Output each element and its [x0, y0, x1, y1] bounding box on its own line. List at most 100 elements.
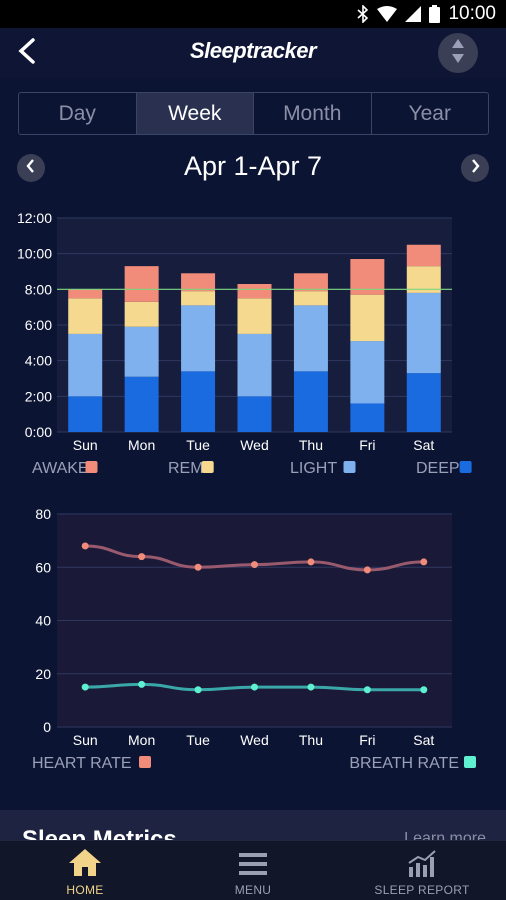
sleep-report-icon [407, 841, 437, 877]
bar-segment-awake [293, 273, 328, 292]
legend-label: HEART RATE [32, 755, 132, 772]
bar-segment-deep [237, 396, 272, 432]
back-button[interactable] [10, 36, 44, 70]
sort-button[interactable] [438, 33, 478, 73]
y-tick-label: 6:00 [25, 317, 52, 333]
x-tick-label: Wed [240, 437, 269, 453]
status-bar: 10:00 [0, 0, 506, 28]
legend-swatch [343, 461, 356, 473]
legend-label: BREATH RATE [349, 755, 459, 772]
heart-rate-point [420, 558, 428, 566]
bar-segment-light [68, 333, 103, 397]
app-bar: Sleeptracker [0, 28, 506, 78]
x-tick-label: Sat [413, 437, 434, 453]
heart-rate-point [81, 542, 89, 550]
bar-segment-awake [68, 289, 103, 299]
heart-rate-point [363, 566, 371, 574]
y-tick-label: 0:00 [25, 424, 52, 440]
bar-segment-light [293, 305, 328, 372]
x-tick-label: Tue [186, 732, 210, 748]
nav-menu[interactable]: MENU [218, 841, 288, 900]
app-title: Sleeptracker [189, 38, 317, 63]
nav-menu-label: MENU [234, 883, 272, 897]
legend-swatch [201, 461, 214, 473]
bar-segment-light [181, 305, 216, 372]
x-tick-label: Sat [413, 732, 434, 748]
bar-segment-light [350, 341, 385, 404]
breath-rate-point [81, 683, 89, 691]
bar-segment-deep [406, 373, 441, 432]
chevron-left-icon [25, 158, 37, 178]
legend-swatch [464, 756, 476, 768]
bar-segment-awake [237, 283, 272, 299]
legend-label: AWAKE [32, 460, 89, 477]
heart-rate-point [194, 563, 202, 571]
y-tick-label: 4:00 [25, 353, 52, 369]
tab-day[interactable]: Day [19, 93, 137, 134]
tab-month[interactable]: Month [254, 93, 372, 134]
bar-segment-rem [406, 266, 441, 293]
nav-sleep-report[interactable]: SLEEP REPORT [362, 841, 482, 900]
bar-segment-rem [237, 298, 272, 334]
breath-rate-point [420, 686, 428, 694]
breath-rate-point [194, 686, 202, 694]
y-tick-label: 0 [43, 719, 51, 735]
bar-segment-light [406, 292, 441, 374]
x-tick-label: Thu [299, 437, 323, 453]
bar-segment-rem [293, 291, 328, 306]
bottom-nav: HOME MENU SLEEP REPORT [0, 840, 506, 900]
previous-week-button[interactable] [17, 154, 45, 182]
x-tick-label: Sun [73, 732, 98, 748]
tab-week[interactable]: Week [136, 93, 254, 134]
back-arrow-icon [17, 37, 37, 69]
y-tick-label: 60 [35, 559, 51, 575]
status-time: 10:00 [448, 3, 496, 24]
bar-segment-deep [181, 371, 216, 432]
nav-sleep-report-label: SLEEP REPORT [374, 883, 470, 897]
bar-segment-rem [350, 294, 385, 342]
tab-year[interactable]: Year [408, 101, 451, 125]
legend-label: LIGHT [290, 460, 337, 477]
nav-home[interactable]: HOME [50, 841, 120, 900]
x-tick-label: Fri [359, 732, 375, 748]
x-tick-label: Thu [299, 732, 323, 748]
bar-segment-deep [124, 376, 159, 432]
vitals-chart: 0 20 40 60 80 Sun Mon Tue Wed Thu Fri Sat HEART RATE… [32, 506, 476, 772]
legend-label: DEEP [416, 460, 460, 477]
y-tick-label: 80 [35, 506, 51, 522]
y-tick-label: 8:00 [25, 281, 52, 297]
next-week-button[interactable] [461, 154, 489, 182]
breath-rate-point [363, 686, 371, 694]
x-tick-label: Mon [128, 437, 155, 453]
x-tick-label: Tue [186, 437, 210, 453]
bar-segment-deep [68, 396, 103, 432]
period-tabs: Day Week Month Year [18, 92, 489, 135]
legend-label: REM [168, 460, 204, 477]
signal-icon [405, 6, 422, 22]
sleep-stages-chart: 0:00 2:00 4:00 6:00 8:00 10:00 12:00 Sun Mon Tue W… [17, 210, 472, 477]
home-icon [68, 841, 102, 877]
y-tick-label: 12:00 [17, 210, 52, 226]
bar-segment-rem [68, 298, 103, 334]
breath-rate-point [138, 680, 146, 688]
chevron-right-icon [469, 158, 481, 178]
y-tick-label: 20 [35, 666, 51, 682]
bar-segment-light [237, 333, 272, 397]
legend-swatch [85, 461, 98, 473]
heart-rate-point [251, 561, 258, 569]
bar-segment-rem [124, 301, 159, 327]
heart-rate-point [138, 553, 146, 561]
bar-segment-awake [406, 244, 441, 267]
x-tick-label: Sun [73, 437, 98, 453]
breath-rate-point [251, 683, 258, 691]
breath-rate-point [307, 683, 315, 691]
x-tick-label: Fri [359, 437, 375, 453]
date-range-row: Apr 1-Apr 7 [0, 146, 506, 188]
nav-home-label: HOME [66, 883, 104, 897]
bar-segment-rem [181, 291, 216, 306]
bar-segment-awake [124, 266, 159, 302]
x-tick-label: Wed [240, 732, 269, 748]
heart-rate-point [307, 558, 315, 566]
wifi-icon [377, 6, 398, 22]
y-tick-label: 40 [35, 613, 51, 629]
